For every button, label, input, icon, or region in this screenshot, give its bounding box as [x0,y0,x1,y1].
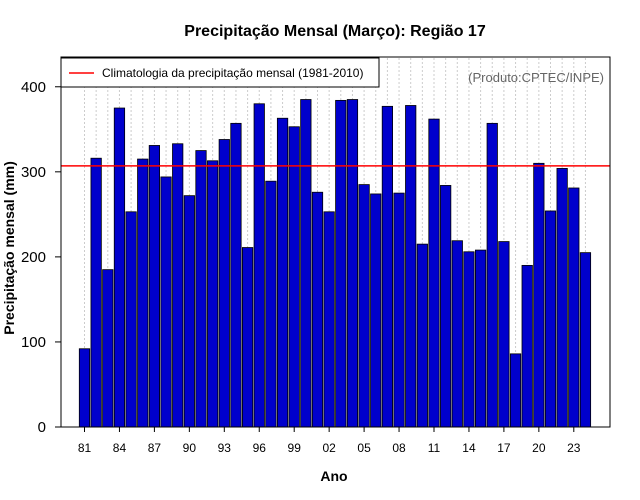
bar-98 [276,117,289,428]
chart-title: Precipitação Mensal (Março): Região 17 [184,23,486,40]
bar-91 [195,150,207,428]
x-tick-label: 87 [148,441,162,455]
x-axis-label: Ano [320,468,347,484]
bar-89 [172,143,184,428]
bar-13 [451,240,463,428]
x-tick-label: 05 [357,441,371,455]
x-tick-label: 99 [288,441,302,455]
bar-16 [486,122,498,428]
bar-88 [160,176,172,428]
bars [78,99,592,428]
bar-92 [207,160,219,428]
bar-19 [521,264,533,428]
legend: Climatologia da precipitação mensal (198… [60,57,380,88]
bar-97 [265,180,277,428]
bar-09 [405,105,417,428]
bar-94 [230,122,242,428]
bar-15 [474,249,487,428]
y-axis: 0 100 200 300 400 [21,79,61,436]
bar-08 [393,192,405,428]
bar-00 [300,99,312,428]
bar-05 [358,184,370,428]
bar-99 [288,126,300,428]
bar-02 [323,211,335,428]
bar-90 [183,195,195,428]
bar-84 [113,107,126,428]
bar-93 [218,139,230,428]
bar-04 [346,99,359,428]
x-tick-label: 14 [462,441,476,455]
y-axis-label: Precipitação mensal (mm) [1,161,17,335]
bar-81 [78,348,91,428]
bar-23 [568,187,580,428]
plot-frame [60,56,611,428]
x-tick-label: 02 [322,441,336,455]
bar-83 [102,269,114,428]
bar-22 [556,168,568,428]
bar-85 [125,211,137,428]
x-tick-label: 81 [78,441,92,455]
bar-87 [148,145,160,428]
x-tick-label: 84 [113,441,127,455]
y-tick-label: 400 [21,79,46,96]
x-axis: 81 84 87 90 93 96 99 02 05 08 11 14 17 20 23 [78,427,581,455]
bar-10 [416,243,428,428]
bar-86 [137,158,149,428]
bar-17 [498,241,510,428]
x-tick-label: 23 [567,441,581,455]
x-tick-label: 90 [183,441,197,455]
bar-12 [440,185,452,428]
x-tick-label: 96 [253,441,267,455]
bar-03 [335,99,347,428]
legend-label: Climatologia da precipitação mensal (198… [102,66,363,80]
bar-95 [241,247,254,428]
bar-01 [311,191,324,428]
bar-14 [463,251,475,428]
x-tick-label: 17 [497,441,511,455]
bar-96 [253,103,265,428]
x-tick-label: 08 [392,441,406,455]
y-tick-label: 0 [38,419,46,436]
bar-07 [381,105,394,428]
bar-24 [579,252,592,428]
y-tick-label: 200 [21,249,46,266]
bar-82 [90,157,102,428]
y-tick-label: 100 [21,334,46,351]
x-tick-label: 93 [218,441,232,455]
legend-box [60,57,380,88]
bar-20 [533,162,545,428]
bar-06 [370,193,382,428]
bar-18 [509,353,522,428]
x-tick-label: 11 [428,441,441,455]
credit-annotation: (Produto:CPTEC/INPE) [468,70,604,85]
x-tick-label: 20 [532,441,546,455]
bar-21 [544,210,557,428]
y-tick-label: 300 [21,164,46,181]
